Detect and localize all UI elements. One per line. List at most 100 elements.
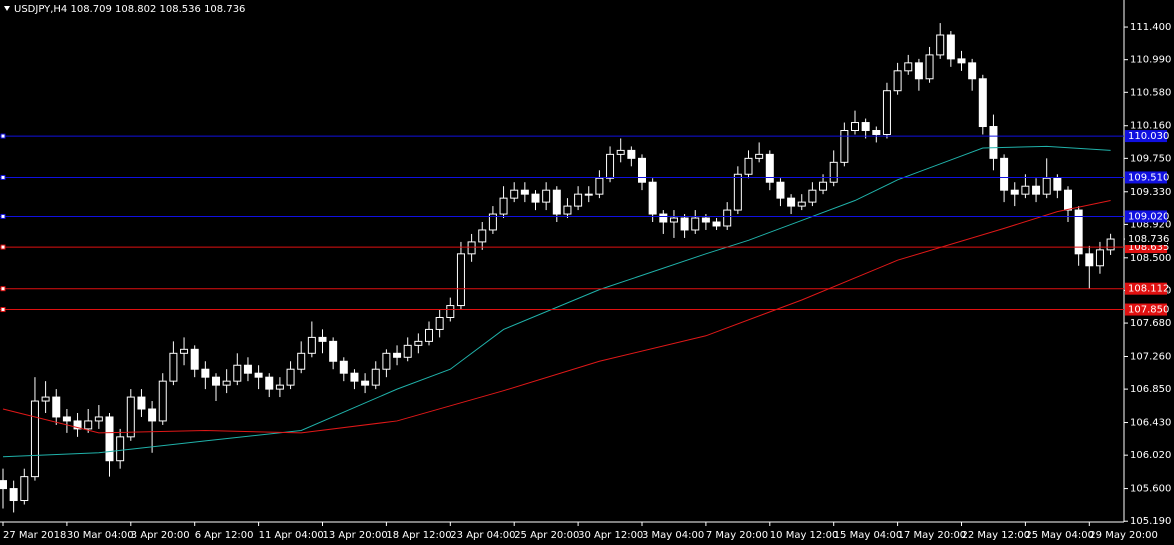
level-anchor [0, 307, 6, 313]
candle-body [744, 157, 753, 175]
candle-body [680, 217, 689, 231]
candle-body [733, 173, 742, 211]
y-tick-label: 110.990 [1130, 55, 1171, 66]
candle-body [1010, 189, 1019, 195]
candle-body [94, 416, 103, 422]
candle-body [62, 416, 71, 422]
candle-body [872, 130, 881, 135]
x-tick-label: 23 Apr 04:00 [450, 530, 515, 541]
candle-body [137, 396, 146, 410]
candle-body [574, 193, 583, 207]
level-label: 110.030 [1128, 131, 1169, 142]
candle-body [563, 205, 572, 215]
candle-body [627, 149, 636, 159]
y-tick-label: 110.160 [1130, 121, 1171, 132]
x-tick-label: 6 Apr 12:00 [195, 530, 254, 541]
candle-body [265, 376, 274, 390]
level-anchor [0, 244, 6, 250]
y-tick-label: 111.400 [1130, 22, 1171, 33]
candle-body [755, 153, 764, 159]
level-label-box [1125, 171, 1167, 184]
candle-body [41, 396, 50, 402]
candle-body [669, 217, 678, 223]
menu-icon[interactable] [4, 6, 10, 11]
candle-body [361, 380, 370, 386]
moving-average [2, 145, 1111, 458]
candle-body [840, 130, 849, 163]
candle-body [233, 364, 242, 382]
candle-body [925, 54, 934, 80]
candle-body [776, 181, 785, 199]
candle-body [882, 90, 891, 135]
y-tick-label: 107.260 [1130, 351, 1171, 362]
candle-body [861, 122, 870, 132]
chart-title: USDJPY,H4 108.709 108.802 108.536 108.73… [14, 4, 245, 15]
level-anchor [0, 286, 6, 292]
candle-body [158, 380, 167, 422]
candle-body [169, 352, 178, 382]
candle-body [691, 217, 700, 231]
candle-body [212, 376, 220, 386]
candle-body [499, 197, 508, 215]
candle-body [105, 416, 114, 462]
candle-body [20, 476, 29, 502]
candle-body [52, 396, 61, 418]
candle-body [1095, 249, 1104, 267]
level-anchor [0, 133, 6, 139]
candle-body [968, 62, 977, 80]
candle-body [446, 305, 455, 318]
candle-body [1074, 209, 1083, 255]
y-tick-label: 106.430 [1130, 418, 1171, 429]
y-tick-label: 109.750 [1130, 153, 1171, 164]
candle-body [222, 380, 231, 386]
x-tick-label: 3 May 04:00 [642, 530, 704, 541]
x-tick-label: 3 Apr 20:00 [131, 530, 190, 541]
candle-body [542, 189, 551, 203]
candle-body [339, 360, 348, 374]
candle-body [393, 352, 402, 358]
candle-body [552, 189, 561, 215]
candle-body [1000, 157, 1009, 191]
y-tick-label: 105.190 [1130, 516, 1171, 527]
x-tick-label: 11 Apr 04:00 [259, 530, 324, 541]
candle-body [531, 193, 540, 203]
candle-body [765, 153, 774, 183]
level-anchor [0, 174, 6, 180]
moving-average [2, 200, 1111, 434]
candle-body [180, 348, 189, 354]
candle-body [456, 253, 465, 307]
x-tick-label: 30 Mar 04:00 [67, 530, 134, 541]
candle-body [648, 181, 657, 215]
candle-body [9, 488, 18, 502]
x-tick-label: 25 May 04:00 [1025, 530, 1094, 541]
candle-body [1042, 177, 1051, 195]
candle-body [797, 201, 806, 207]
candle-body [701, 217, 710, 223]
level-label-box [1125, 282, 1167, 295]
x-tick-label: 15 May 04:00 [834, 530, 903, 541]
x-tick-label: 29 May 20:00 [1089, 530, 1158, 541]
x-tick-label: 25 Apr 20:00 [514, 530, 579, 541]
candle-body [659, 213, 668, 223]
y-tick-label: 110.580 [1130, 87, 1171, 98]
candle-body [30, 400, 39, 478]
y-tick-label: 106.850 [1130, 384, 1171, 395]
candle-body [989, 126, 998, 159]
candle-body [318, 336, 327, 342]
candle-body [425, 328, 433, 342]
level-label: 108.635 [1128, 242, 1169, 253]
last-price-label: 108.736 [1128, 234, 1169, 245]
candle-body [616, 149, 625, 155]
candle-body [595, 177, 604, 195]
candle-body [201, 368, 210, 378]
candle-body [808, 189, 817, 203]
candle-body [851, 122, 859, 132]
candle-body [936, 34, 945, 56]
level-label-box [1125, 130, 1167, 143]
y-tick-label: 108.920 [1130, 219, 1171, 230]
candle-body [1032, 185, 1041, 195]
x-tick-label: 22 May 12:00 [962, 530, 1031, 541]
